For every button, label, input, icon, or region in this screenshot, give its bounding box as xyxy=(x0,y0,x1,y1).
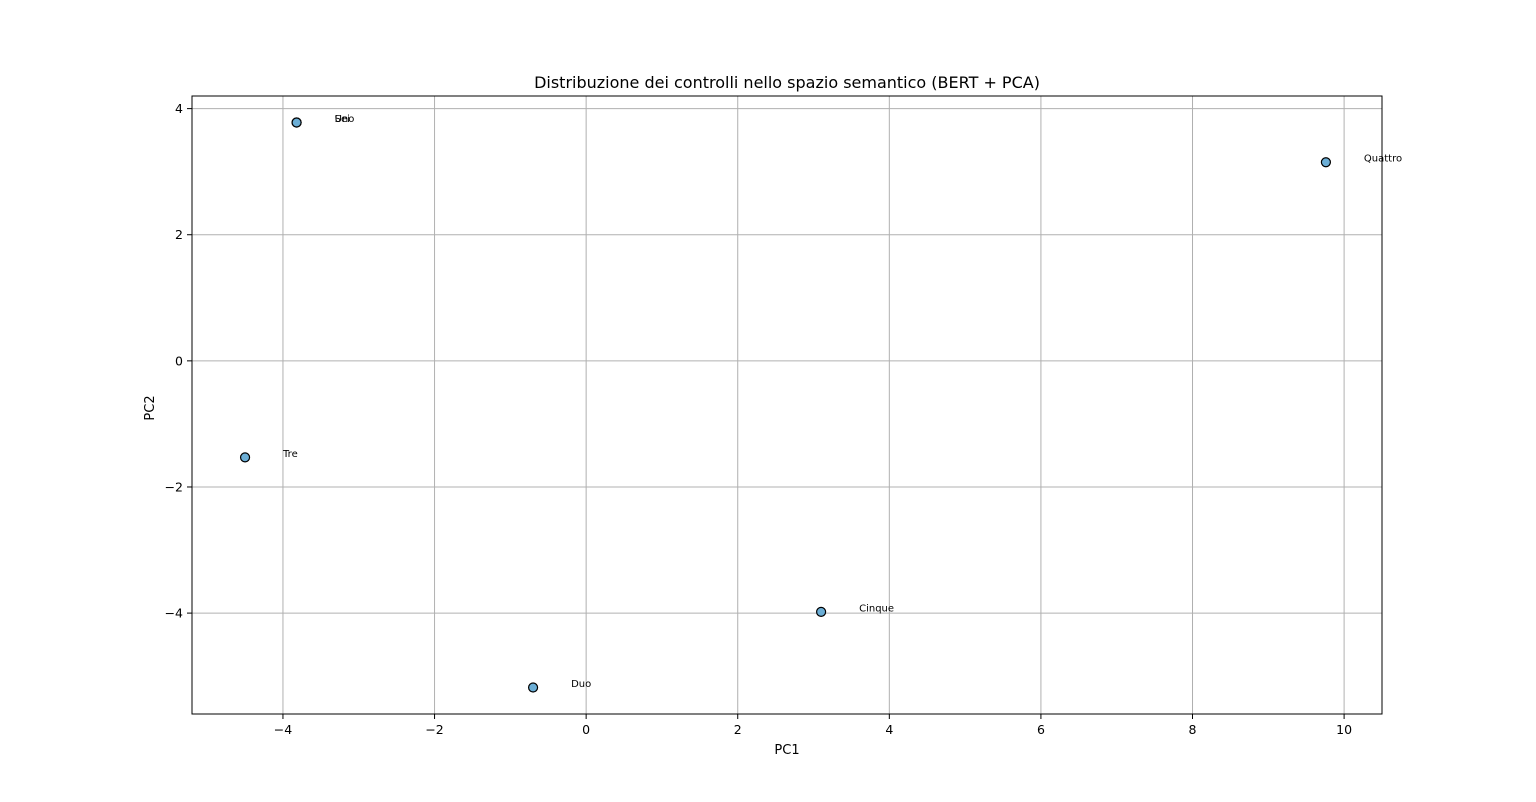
point-label: Quattro xyxy=(1364,154,1402,165)
x-tick-label: 8 xyxy=(1189,722,1197,737)
x-tick-label: 2 xyxy=(734,722,742,737)
axis-ticks: −4 −2 0 2 4 6 8 10 −4 −2 0 2 4 xyxy=(165,101,1353,737)
point-label: Duo xyxy=(571,679,591,690)
point-label: Sei xyxy=(335,114,350,125)
point-label: Tre xyxy=(282,449,298,460)
data-point xyxy=(527,682,539,693)
y-tick-label: −2 xyxy=(165,479,183,494)
data-point xyxy=(816,606,827,617)
point-label: Uno xyxy=(335,114,355,125)
x-tick-label: 6 xyxy=(1037,722,1045,737)
y-axis-label: PC2 xyxy=(143,395,158,420)
data-point xyxy=(1320,157,1332,168)
x-axis-label: PC1 xyxy=(774,743,799,758)
plot-frame xyxy=(191,95,1383,715)
point-label: Cinque xyxy=(859,603,894,614)
x-tick-label: 4 xyxy=(885,722,893,737)
x-tick-label: 0 xyxy=(582,722,590,737)
data-point xyxy=(291,117,302,128)
grid-lines xyxy=(192,96,1382,714)
y-tick-label: 4 xyxy=(175,101,183,116)
data-point xyxy=(239,452,251,463)
x-tick-label: −2 xyxy=(425,722,443,737)
y-tick-label: 2 xyxy=(175,227,183,242)
x-tick-label: −4 xyxy=(274,722,292,737)
y-tick-label: 0 xyxy=(175,353,183,368)
y-tick-label: −4 xyxy=(165,606,183,621)
chart-title: Distribuzione dei controlli nello spazio… xyxy=(534,73,1040,92)
x-tick-label: 10 xyxy=(1336,722,1352,737)
